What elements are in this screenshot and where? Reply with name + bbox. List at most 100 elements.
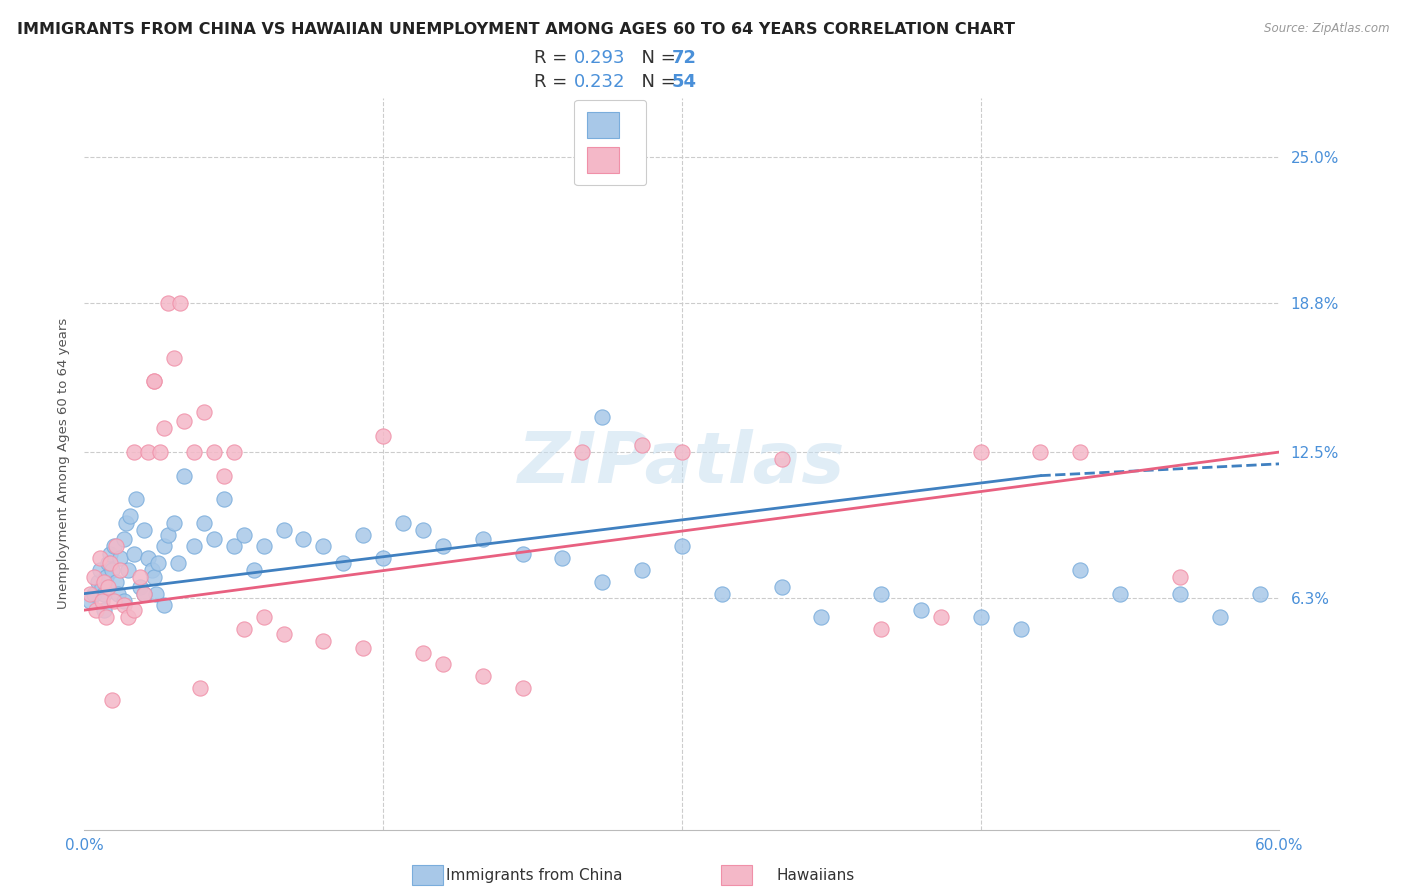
Point bbox=[770, 452, 793, 467]
Point bbox=[112, 599, 135, 613]
Point bbox=[97, 556, 120, 570]
Point bbox=[93, 586, 115, 600]
Point bbox=[101, 693, 124, 707]
Text: IMMIGRANTS FROM CHINA VS HAWAIIAN UNEMPLOYMENT AMONG AGES 60 TO 64 YEARS CORRELA: IMMIGRANTS FROM CHINA VS HAWAIIAN UNEMPL… bbox=[17, 22, 1015, 37]
Point bbox=[1168, 586, 1191, 600]
Point bbox=[273, 523, 295, 537]
Point bbox=[163, 351, 186, 365]
Point bbox=[591, 409, 613, 424]
Point bbox=[107, 586, 129, 600]
Point bbox=[373, 428, 395, 442]
Point bbox=[183, 540, 205, 554]
Point bbox=[117, 563, 139, 577]
Point bbox=[143, 374, 166, 388]
Point bbox=[79, 586, 101, 600]
Point bbox=[1069, 563, 1091, 577]
Text: 72: 72 bbox=[672, 49, 697, 67]
Point bbox=[173, 468, 195, 483]
Point bbox=[101, 563, 124, 577]
Point bbox=[112, 533, 135, 547]
Point bbox=[870, 586, 893, 600]
Point bbox=[222, 540, 245, 554]
Point bbox=[157, 527, 180, 541]
Point bbox=[512, 547, 534, 561]
Point bbox=[103, 540, 125, 554]
Point bbox=[671, 445, 693, 459]
Point bbox=[412, 523, 434, 537]
Point bbox=[471, 533, 494, 547]
Point bbox=[86, 603, 108, 617]
Point bbox=[96, 570, 118, 584]
Text: N =: N = bbox=[630, 49, 682, 67]
Point bbox=[149, 445, 172, 459]
Text: ZIPatlas: ZIPatlas bbox=[519, 429, 845, 499]
Point bbox=[671, 540, 693, 554]
Point bbox=[810, 610, 832, 624]
Point bbox=[143, 374, 166, 388]
Point bbox=[103, 593, 125, 607]
Point bbox=[98, 547, 121, 561]
Point bbox=[157, 296, 180, 310]
Point bbox=[1168, 570, 1191, 584]
Point bbox=[910, 603, 932, 617]
Point bbox=[132, 586, 156, 600]
Point bbox=[432, 540, 454, 554]
Point bbox=[87, 574, 110, 589]
Point bbox=[146, 556, 169, 570]
Point bbox=[183, 445, 205, 459]
Point bbox=[125, 492, 148, 507]
Point bbox=[136, 445, 159, 459]
Point bbox=[110, 563, 132, 577]
Point bbox=[412, 646, 434, 660]
Point bbox=[970, 445, 993, 459]
Point bbox=[242, 563, 264, 577]
Point bbox=[591, 574, 613, 589]
Point bbox=[312, 633, 335, 648]
Point bbox=[132, 523, 156, 537]
Point bbox=[332, 556, 354, 570]
Point bbox=[710, 586, 733, 600]
Point bbox=[1010, 622, 1032, 636]
Point bbox=[193, 405, 215, 419]
Point bbox=[83, 570, 105, 584]
Point bbox=[105, 574, 128, 589]
Point bbox=[631, 563, 654, 577]
Point bbox=[115, 516, 138, 530]
Text: Source: ZipAtlas.com: Source: ZipAtlas.com bbox=[1264, 22, 1389, 36]
Point bbox=[163, 516, 186, 530]
Point bbox=[122, 445, 145, 459]
Text: 0.293: 0.293 bbox=[574, 49, 626, 67]
Point bbox=[96, 610, 118, 624]
Point bbox=[631, 438, 654, 452]
Point bbox=[112, 593, 135, 607]
Point bbox=[120, 508, 142, 523]
Point bbox=[352, 527, 374, 541]
Point bbox=[222, 445, 245, 459]
Point bbox=[91, 580, 114, 594]
Point bbox=[122, 603, 145, 617]
Text: 54: 54 bbox=[672, 73, 697, 91]
Point bbox=[145, 586, 167, 600]
Text: R =: R = bbox=[534, 49, 574, 67]
Point bbox=[105, 540, 128, 554]
Point bbox=[93, 574, 115, 589]
Point bbox=[202, 445, 225, 459]
Point bbox=[89, 563, 111, 577]
Point bbox=[212, 492, 235, 507]
Y-axis label: Unemployment Among Ages 60 to 64 years: Unemployment Among Ages 60 to 64 years bbox=[58, 318, 70, 609]
Point bbox=[970, 610, 993, 624]
Text: 0.232: 0.232 bbox=[574, 73, 626, 91]
Point bbox=[141, 563, 163, 577]
Point bbox=[551, 551, 574, 566]
Point bbox=[253, 610, 276, 624]
Point bbox=[392, 516, 415, 530]
Point bbox=[129, 570, 152, 584]
Point bbox=[93, 603, 115, 617]
Point bbox=[143, 570, 166, 584]
Point bbox=[136, 551, 159, 566]
Point bbox=[232, 527, 254, 541]
Point bbox=[153, 421, 176, 435]
Point bbox=[153, 540, 176, 554]
Point bbox=[352, 640, 374, 655]
Point bbox=[292, 533, 315, 547]
